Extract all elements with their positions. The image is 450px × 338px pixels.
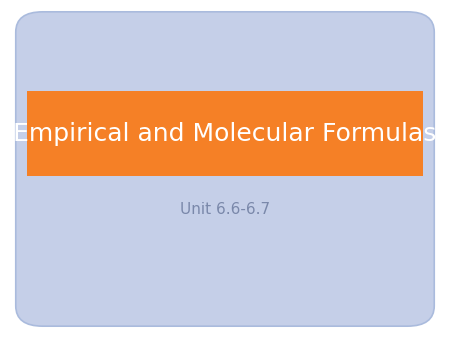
Bar [27,91,423,176]
Text: Empirical and Molecular Formulas: Empirical and Molecular Formulas [14,121,436,146]
FancyBboxPatch shape [16,12,434,326]
Text: Unit 6.6-6.7: Unit 6.6-6.7 [180,202,270,217]
